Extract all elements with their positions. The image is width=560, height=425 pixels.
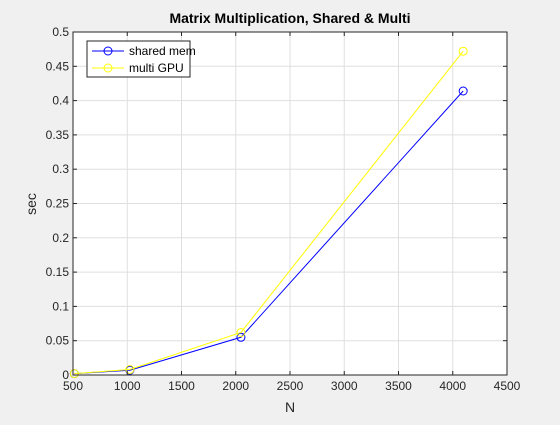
series-2-point	[236, 327, 246, 337]
legend-label: shared mem	[129, 44, 196, 58]
ticks: 500 1000 1500 2000 2500 3000 3500 4000 4500 0 0.05…	[46, 25, 521, 393]
series-2-point	[458, 46, 468, 56]
x-tick-label: 2000	[222, 379, 249, 393]
y-tick-label: 0.4	[52, 94, 69, 108]
x-tick-label: 4500	[494, 379, 521, 393]
series-layer	[69, 46, 468, 379]
x-tick-label: 500	[63, 379, 83, 393]
x-tick-label: 1500	[168, 379, 195, 393]
y-axis-label: sec	[23, 193, 39, 215]
y-tick-label: 0.2	[52, 231, 69, 245]
y-tick-label: 0.05	[46, 334, 70, 348]
x-tick-label: 3000	[331, 379, 358, 393]
chart-title: Matrix Multiplication, Shared & Multi	[169, 10, 410, 26]
series-line-2	[74, 50, 464, 375]
series-1-point	[236, 332, 246, 342]
series-2-point	[69, 369, 79, 379]
x-tick-label: 4000	[439, 379, 466, 393]
y-tick-label: 0.5	[52, 25, 69, 39]
y-tick-label: 0.35	[46, 128, 70, 142]
y-tick-label: 0	[62, 368, 69, 382]
legend-swatch-marker	[103, 63, 113, 73]
legend-swatch-marker	[103, 46, 113, 56]
y-tick-label: 0.3	[52, 162, 69, 176]
x-tick-label: 3500	[385, 379, 412, 393]
legend-label: multi GPU	[129, 61, 184, 75]
series-1-point	[458, 86, 468, 96]
y-tick-label: 0.1	[52, 299, 69, 313]
x-tick-label: 1000	[114, 379, 141, 393]
x-axis-label: N	[285, 399, 295, 415]
y-tick-label: 0.15	[46, 265, 70, 279]
y-tick-label: 0.45	[46, 59, 70, 73]
x-tick-label: 2500	[277, 379, 304, 393]
legend: shared mem multi GPU	[86, 40, 196, 78]
y-tick-label: 0.25	[46, 197, 70, 211]
legend-box	[86, 40, 191, 78]
series-2-point	[125, 365, 135, 375]
